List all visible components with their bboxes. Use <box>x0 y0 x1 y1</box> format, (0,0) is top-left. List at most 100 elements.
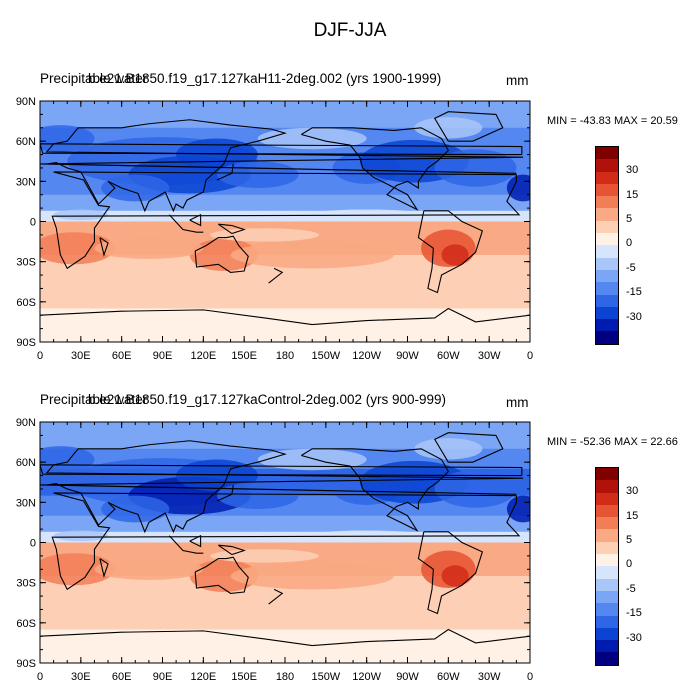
cbar-label: 0 <box>626 237 633 249</box>
coastline <box>216 163 234 181</box>
lat-label: 60N <box>16 136 36 148</box>
colorbar-swatch <box>596 554 618 567</box>
colorbar-swatch <box>596 159 618 172</box>
colorbar-swatch <box>596 269 618 283</box>
panel-2-title: Precipitable water b.e21.B1850.f19_g17.1… <box>40 392 446 407</box>
colorbar-swatch <box>596 468 618 481</box>
coastlines <box>40 111 530 326</box>
cbar-label: -30 <box>626 632 642 644</box>
colorbar-swatch <box>596 147 618 160</box>
colorbar-swatch <box>596 578 618 591</box>
contour-region <box>230 241 394 269</box>
lon-label: 180 <box>276 350 294 362</box>
coastline <box>168 214 204 233</box>
lon-label: 30E <box>71 350 91 362</box>
coastline <box>40 307 530 326</box>
lat-label: 90S <box>16 337 36 349</box>
coastline <box>51 171 521 270</box>
panel-2-colorbar <box>595 467 619 666</box>
lon-label: 0 <box>527 350 533 362</box>
colorbar-swatch <box>596 245 618 258</box>
lon-label: 150E <box>231 350 257 362</box>
panel-1-minmax: MIN = -43.83 MAX = 20.59 <box>547 115 678 127</box>
colorbar-swatch <box>596 220 618 234</box>
lat-label: 30N <box>16 176 36 188</box>
coastline <box>194 235 249 273</box>
cbar-label: 0 <box>626 558 633 570</box>
panel-2-case: b.e21.B1850.f19_g17.127kaControl-2deg.00… <box>88 392 447 407</box>
contour-region <box>94 237 204 259</box>
coastline <box>301 127 450 211</box>
cbar-label: 30 <box>626 164 639 176</box>
lon-label: 120E <box>190 350 216 362</box>
colorbar-swatch <box>596 306 618 320</box>
contour-region <box>414 117 483 139</box>
colorbar-swatch <box>596 294 618 307</box>
coastline <box>217 223 246 235</box>
colorbar-swatch <box>596 504 618 518</box>
colorbar-swatch <box>596 183 618 197</box>
cbar-label: -15 <box>626 607 642 619</box>
colorbar-swatch <box>596 196 618 209</box>
colorbar-swatch <box>596 627 618 641</box>
panel-1-variable: Precipitable water <box>40 71 148 86</box>
panel-2-minmax: MIN = -52.36 MAX = 22.66 <box>547 436 678 448</box>
contour-region <box>189 238 258 272</box>
colorbar-swatch <box>596 541 618 555</box>
lon-label: 150W <box>311 350 340 362</box>
contour-band <box>40 275 530 310</box>
lat-label: 90N <box>16 96 36 108</box>
lat-label: 60S <box>16 297 36 309</box>
coastline <box>40 119 524 213</box>
contour-region <box>40 125 95 152</box>
panel-2-units: mm <box>506 395 529 410</box>
lon-label: 90E <box>153 350 173 362</box>
colorbar-swatch <box>596 208 618 221</box>
contour-band <box>40 221 530 233</box>
panel-1-title: Precipitable water b.e21.B1850.f19_g17.1… <box>40 71 441 86</box>
panel-2-variable: Precipitable water <box>40 392 148 407</box>
cbar-label: 30 <box>626 485 639 497</box>
colorbar-swatch <box>596 603 618 616</box>
lon-label: 90W <box>396 350 419 362</box>
panel-1-colorbar <box>595 146 619 345</box>
colorbar-swatch <box>596 480 618 493</box>
colorbar-swatch <box>596 529 618 542</box>
contour-band <box>40 210 530 222</box>
colorbar-swatch <box>596 566 618 579</box>
cbar-label: -5 <box>626 262 636 274</box>
cbar-label: 5 <box>626 534 633 546</box>
cbar-label: 15 <box>626 510 639 522</box>
coastline <box>99 237 109 257</box>
contour-region <box>53 209 109 221</box>
contour-region <box>441 244 469 266</box>
cbar-label: -5 <box>626 583 636 595</box>
contour-region <box>101 174 170 202</box>
panel-1-units: mm <box>506 73 529 88</box>
cbar-label: 5 <box>626 213 633 225</box>
lon-label: 60W <box>437 350 460 362</box>
cbar-label: -15 <box>626 286 642 298</box>
lon-label: 0 <box>37 350 43 362</box>
cbar-label: -30 <box>626 311 642 323</box>
colorbar-swatch <box>596 171 618 184</box>
panel-1-case: b.e21.B1850.f19_g17.127kaH11-2deg.002 (y… <box>88 71 442 86</box>
coastline <box>433 111 504 142</box>
colorbar-swatch <box>596 517 618 530</box>
colorbar-swatch <box>596 590 618 604</box>
lon-label: 120W <box>352 350 381 362</box>
colorbar-swatch <box>596 282 618 295</box>
lat-label: 0 <box>30 217 36 229</box>
lon-label: 60E <box>112 350 132 362</box>
figure-title: DJF-JJA <box>313 20 387 41</box>
contour-region <box>506 174 530 202</box>
coastline <box>417 210 484 294</box>
colorbar-swatch <box>596 319 618 332</box>
colorbar-swatch <box>596 331 618 344</box>
lon-label: 30W <box>478 350 501 362</box>
coastline <box>40 143 523 156</box>
contour-band <box>40 194 530 212</box>
colorbar-swatch <box>596 257 618 270</box>
